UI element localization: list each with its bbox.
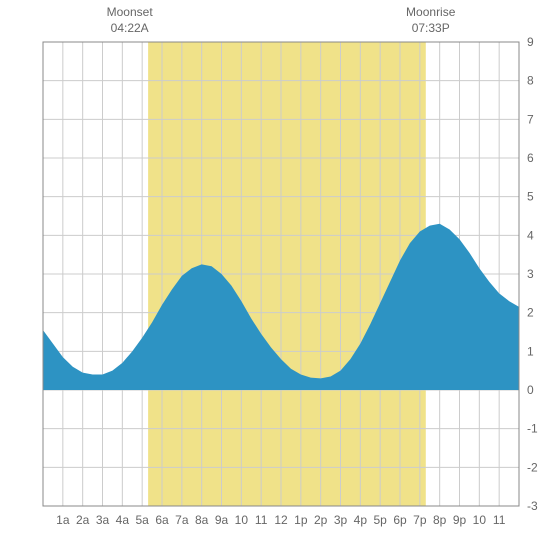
moonset-title: Moonset — [107, 5, 154, 19]
x-tick-label: 2a — [76, 513, 90, 527]
x-tick-label: 10 — [235, 513, 249, 527]
moonset-time: 04:22A — [111, 21, 149, 35]
y-tick-label: -3 — [527, 499, 538, 513]
tide-chart: 1a2a3a4a5a6a7a8a9a1011121p2p3p4p5p6p7p8p… — [0, 0, 550, 550]
x-tick-label: 5p — [373, 513, 387, 527]
moonrise-time: 07:33P — [412, 21, 450, 35]
y-tick-label: 7 — [527, 112, 534, 126]
y-tick-label: 2 — [527, 306, 534, 320]
y-tick-label: 6 — [527, 151, 534, 165]
x-tick-label: 1p — [294, 513, 308, 527]
moonrise-title: Moonrise — [406, 5, 456, 19]
x-tick-label: 3a — [96, 513, 110, 527]
y-tick-label: 5 — [527, 190, 534, 204]
x-tick-label: 4a — [116, 513, 130, 527]
x-tick-label: 7a — [175, 513, 189, 527]
x-tick-label: 5a — [135, 513, 149, 527]
x-tick-label: 9p — [453, 513, 467, 527]
x-tick-label: 3p — [334, 513, 348, 527]
y-tick-label: 1 — [527, 344, 534, 358]
x-tick-label: 8p — [433, 513, 447, 527]
x-tick-label: 10 — [473, 513, 487, 527]
y-tick-label: 8 — [527, 74, 534, 88]
x-tick-label: 12 — [274, 513, 288, 527]
x-tick-label: 1a — [56, 513, 70, 527]
x-tick-label: 8a — [195, 513, 209, 527]
x-tick-label: 6a — [155, 513, 169, 527]
x-tick-label: 11 — [255, 513, 268, 527]
y-tick-label: 9 — [527, 35, 534, 49]
y-tick-label: 3 — [527, 267, 534, 281]
x-tick-label: 11 — [493, 513, 506, 527]
y-tick-label: 0 — [527, 383, 534, 397]
y-tick-label: 4 — [527, 228, 534, 242]
y-tick-label: -1 — [527, 422, 538, 436]
y-tick-label: -2 — [527, 460, 538, 474]
x-tick-label: 7p — [413, 513, 427, 527]
x-tick-label: 6p — [393, 513, 407, 527]
x-tick-label: 4p — [354, 513, 368, 527]
x-tick-label: 2p — [314, 513, 328, 527]
x-tick-label: 9a — [215, 513, 229, 527]
